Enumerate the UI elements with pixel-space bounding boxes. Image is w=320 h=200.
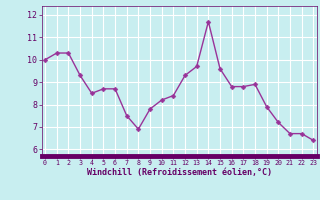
X-axis label: Windchill (Refroidissement éolien,°C): Windchill (Refroidissement éolien,°C) bbox=[87, 168, 272, 177]
